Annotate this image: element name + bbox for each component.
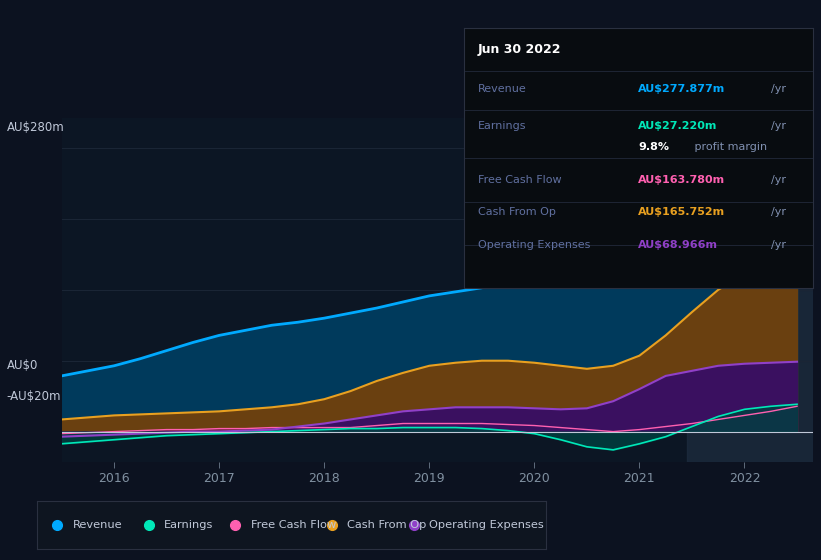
Text: Earnings: Earnings xyxy=(164,520,213,530)
Text: AU$277.877m: AU$277.877m xyxy=(639,84,726,94)
Text: Revenue: Revenue xyxy=(478,84,526,94)
Bar xyxy=(686,118,813,462)
Text: AU$0: AU$0 xyxy=(7,358,38,372)
Text: Cash From Op: Cash From Op xyxy=(347,520,427,530)
Text: /yr: /yr xyxy=(771,240,786,250)
Text: Revenue: Revenue xyxy=(72,520,122,530)
Text: Free Cash Flow: Free Cash Flow xyxy=(478,175,562,185)
Text: -AU$20m: -AU$20m xyxy=(7,390,61,403)
Text: /yr: /yr xyxy=(771,84,786,94)
Text: AU$280m: AU$280m xyxy=(7,120,64,134)
Text: Operating Expenses: Operating Expenses xyxy=(478,240,590,250)
Text: Operating Expenses: Operating Expenses xyxy=(429,520,544,530)
Text: /yr: /yr xyxy=(771,207,786,217)
Text: AU$165.752m: AU$165.752m xyxy=(639,207,726,217)
Text: Jun 30 2022: Jun 30 2022 xyxy=(478,43,562,56)
Text: profit margin: profit margin xyxy=(690,142,767,152)
Text: 9.8%: 9.8% xyxy=(639,142,669,152)
Text: /yr: /yr xyxy=(771,175,786,185)
Text: AU$27.220m: AU$27.220m xyxy=(639,120,718,130)
Text: Earnings: Earnings xyxy=(478,120,526,130)
Text: AU$163.780m: AU$163.780m xyxy=(639,175,726,185)
Text: Cash From Op: Cash From Op xyxy=(478,207,556,217)
Text: AU$68.966m: AU$68.966m xyxy=(639,240,718,250)
Text: Free Cash Flow: Free Cash Flow xyxy=(250,520,336,530)
Text: /yr: /yr xyxy=(771,120,786,130)
